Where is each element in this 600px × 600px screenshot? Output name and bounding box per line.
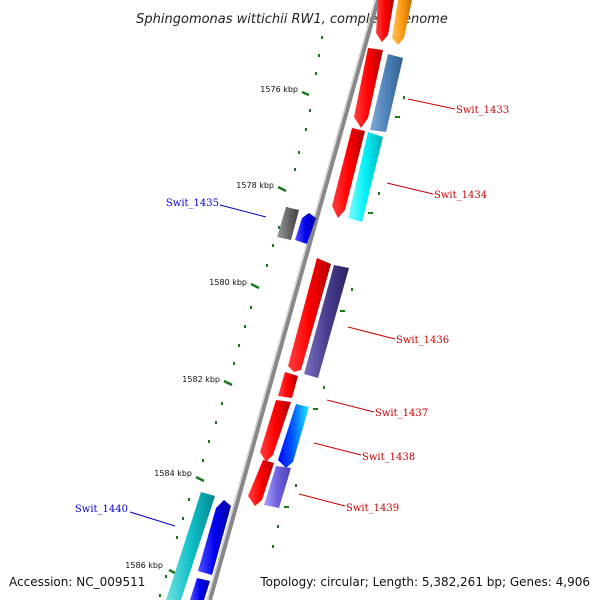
callout-line-swit-1433 (407, 98, 456, 110)
gene-arrow-swit-1435-gray[interactable] (277, 207, 299, 240)
tick-label-1578: 1578 kbp (236, 181, 274, 190)
gene-label-swit-1439[interactable]: Swit_1439 (346, 503, 399, 514)
outer-tick-marks (272, 96, 405, 548)
gene-arrow-swit-1440-teal[interactable] (166, 492, 215, 600)
gene-arrows (166, 0, 412, 600)
gene-arrow-swit-1440[interactable] (198, 500, 231, 575)
genome-backbone-highlight (206, 0, 376, 600)
gene-label-swit-1438[interactable]: Swit_1438 (362, 452, 415, 463)
gene-arrow-top-red[interactable] (376, 0, 394, 42)
gene-arrow-swit-1434[interactable] (348, 132, 383, 222)
accession-text: Accession: NC_009511 (9, 575, 145, 589)
gene-arrow-bottom-blue[interactable] (190, 578, 210, 600)
callout-line-swit-1436 (347, 326, 396, 340)
gene-label-swit-1437[interactable]: Swit_1437 (375, 408, 428, 419)
gene-arrow-swit-1439-red[interactable] (248, 460, 274, 506)
label-callout-lines (129, 98, 456, 527)
gene-arrow-swit-1434-red[interactable] (332, 128, 365, 218)
topology-text: Topology: circular; Length: 5,382,261 bp… (259, 575, 590, 589)
gene-arrow-swit-1439[interactable] (264, 466, 291, 508)
gene-arrow-swit-1433[interactable] (370, 54, 403, 132)
gene-label-swit-1436[interactable]: Swit_1436 (396, 335, 449, 346)
callout-line-swit-1437 (326, 399, 375, 413)
gene-arrow-swit-1437-red[interactable] (278, 372, 298, 398)
gene-arrow-swit-1436[interactable] (304, 265, 349, 378)
callout-line-swit-1434 (386, 182, 434, 195)
gene-arrow-swit-1433-red[interactable] (354, 48, 383, 128)
gene-arrow-swit-1437-red-2[interactable] (260, 400, 291, 462)
callout-line-swit-1438 (313, 442, 362, 456)
gene-label-swit-1433[interactable]: Swit_1433 (456, 105, 509, 116)
gene-arrow-top-orange[interactable] (392, 0, 412, 45)
genome-backbone (208, 0, 380, 600)
callout-line-swit-1435 (219, 204, 267, 218)
tick-label-1580: 1580 kbp (209, 278, 247, 287)
tick-label-1586: 1586 kbp (125, 561, 163, 570)
callout-line-swit-1440 (129, 511, 176, 527)
gene-arrow-swit-1435[interactable] (295, 213, 316, 244)
gene-arrow-swit-1436-red[interactable] (288, 258, 331, 372)
tick-label-1582: 1582 kbp (182, 375, 220, 384)
gene-label-swit-1434[interactable]: Swit_1434 (434, 190, 487, 201)
tick-label-1576: 1576 kbp (260, 85, 298, 94)
tick-label-1584: 1584 kbp (154, 469, 192, 478)
gene-arrow-swit-1438[interactable] (278, 404, 309, 468)
gene-label-swit-1440[interactable]: Swit_1440 (75, 504, 128, 515)
callout-line-swit-1439 (298, 493, 346, 507)
gene-label-swit-1435[interactable]: Swit_1435 (166, 198, 219, 209)
inner-tick-marks (159, 36, 323, 597)
